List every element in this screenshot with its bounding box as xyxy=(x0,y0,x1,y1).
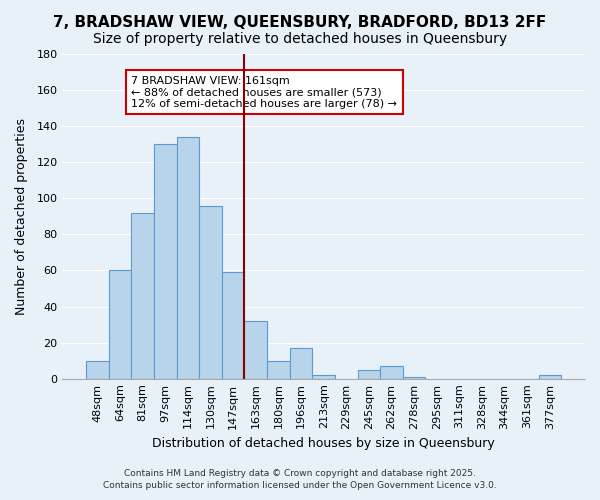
Bar xyxy=(154,144,176,378)
Y-axis label: Number of detached properties: Number of detached properties xyxy=(15,118,28,315)
Text: 7 BRADSHAW VIEW: 161sqm
← 88% of detached houses are smaller (573)
12% of semi-d: 7 BRADSHAW VIEW: 161sqm ← 88% of detache… xyxy=(131,76,397,109)
Bar xyxy=(267,360,290,378)
Bar xyxy=(86,360,109,378)
Bar xyxy=(539,375,561,378)
Bar xyxy=(176,137,199,378)
Bar xyxy=(380,366,403,378)
Bar xyxy=(403,377,425,378)
Text: Contains HM Land Registry data © Crown copyright and database right 2025.
Contai: Contains HM Land Registry data © Crown c… xyxy=(103,468,497,490)
X-axis label: Distribution of detached houses by size in Queensbury: Distribution of detached houses by size … xyxy=(152,437,495,450)
Bar xyxy=(244,321,267,378)
Bar xyxy=(109,270,131,378)
Text: Size of property relative to detached houses in Queensbury: Size of property relative to detached ho… xyxy=(93,32,507,46)
Bar xyxy=(358,370,380,378)
Bar xyxy=(222,272,244,378)
Text: 7, BRADSHAW VIEW, QUEENSBURY, BRADFORD, BD13 2FF: 7, BRADSHAW VIEW, QUEENSBURY, BRADFORD, … xyxy=(53,15,547,30)
Bar xyxy=(290,348,313,378)
Bar xyxy=(199,206,222,378)
Bar xyxy=(131,212,154,378)
Bar xyxy=(313,375,335,378)
